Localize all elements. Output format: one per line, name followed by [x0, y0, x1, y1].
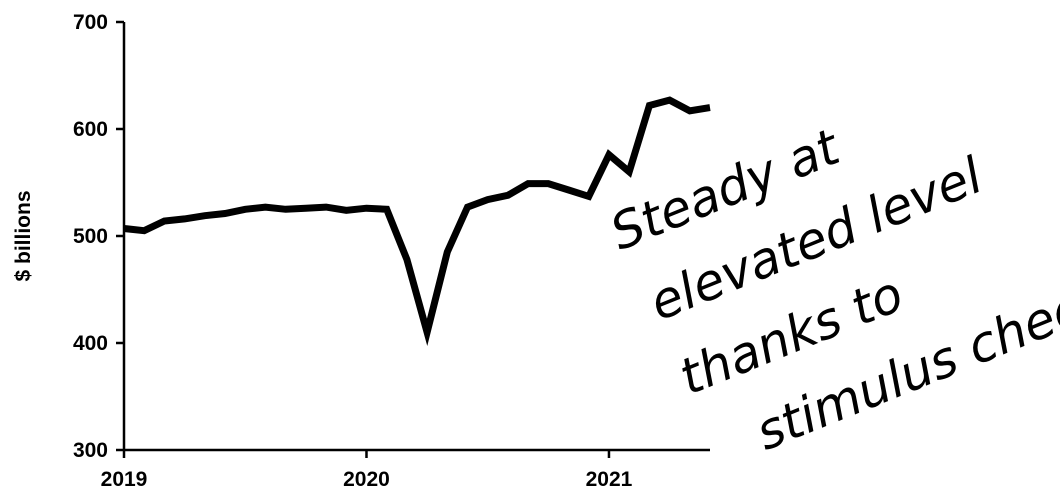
y-tick-label: 400 — [73, 332, 108, 355]
y-tick-label: 700 — [73, 11, 108, 34]
y-tick-label: 600 — [73, 118, 108, 141]
x-tick-label: 2020 — [343, 468, 390, 491]
x-tick-label: 2019 — [101, 468, 148, 491]
y-axis-title: $ billions — [12, 190, 35, 281]
y-axis-ticks: 300 400 500 600 700 — [73, 11, 124, 462]
x-axis-ticks: 2019 2020 2021 — [101, 450, 633, 491]
series-layer — [123, 96, 711, 346]
y-tick-label: 500 — [73, 225, 108, 248]
y-tick-label: 300 — [73, 439, 108, 462]
x-tick-label: 2021 — [586, 468, 633, 491]
series-line — [123, 96, 711, 346]
